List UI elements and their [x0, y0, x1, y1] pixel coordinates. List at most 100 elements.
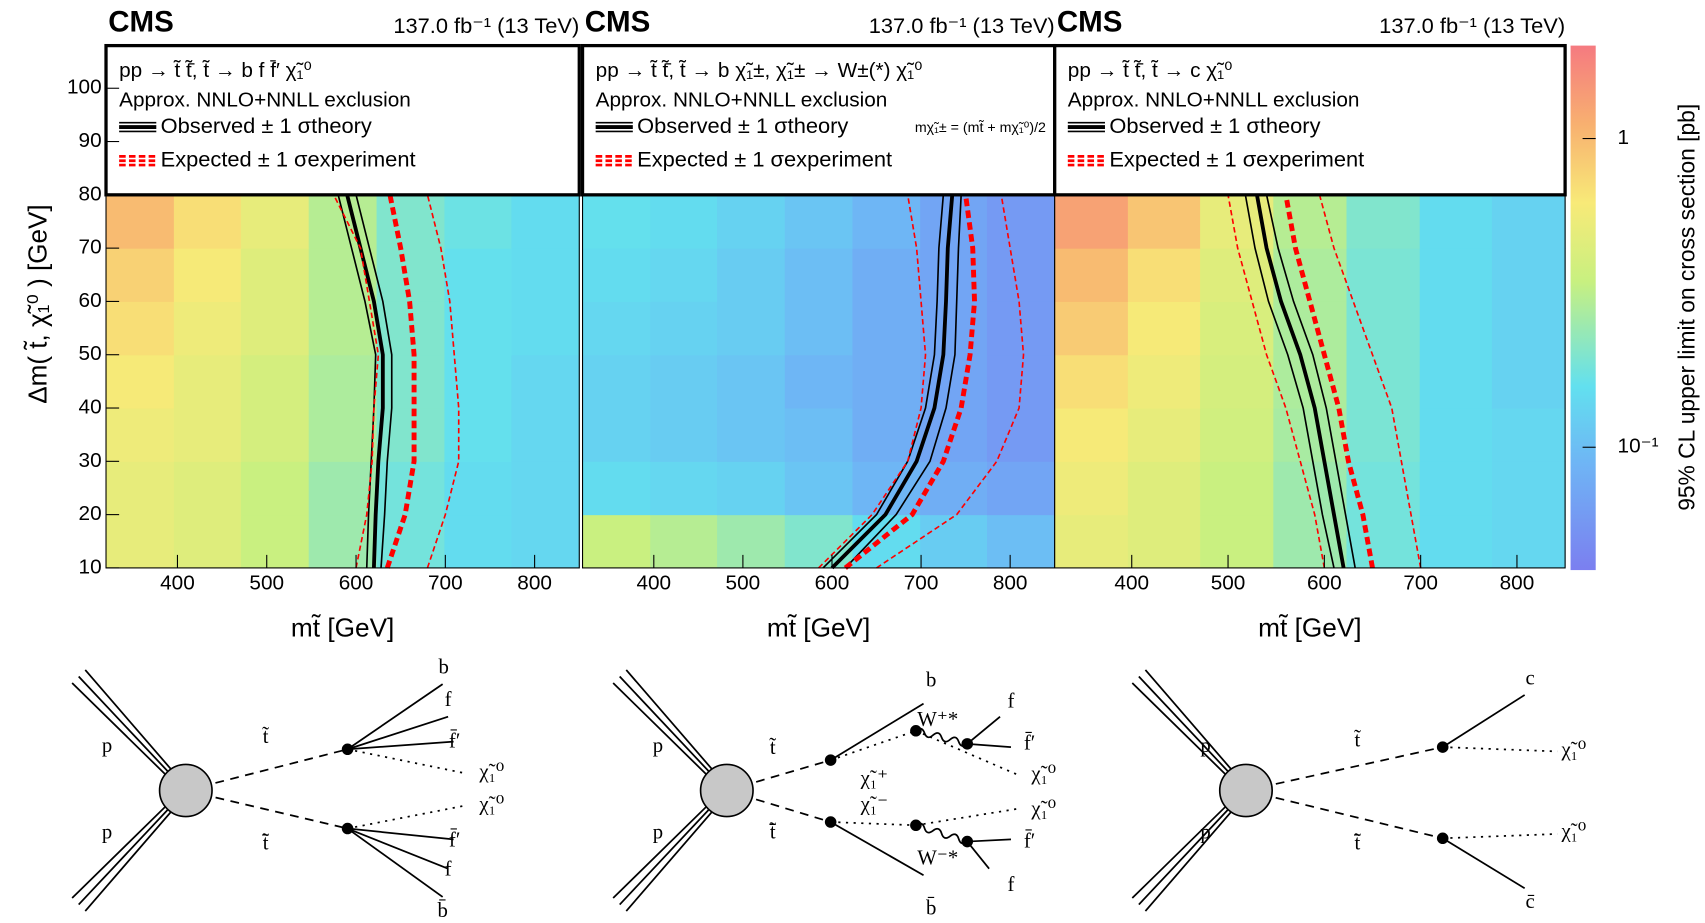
x-tick-label: 800: [1500, 572, 1535, 595]
heat-cell: [1200, 514, 1274, 569]
heat-cell: [1054, 248, 1129, 302]
heat-cell: [920, 301, 988, 356]
diagram-label: p: [653, 735, 663, 757]
heat-cell: [511, 194, 580, 249]
y-axis-label: Δm( t̃, χ̃₁⁰ ) [GeV]: [22, 204, 52, 403]
feynman-diagram-1: [612, 669, 1017, 912]
feynman-line: [185, 789, 348, 830]
feynman-line: [347, 748, 465, 774]
heat-cell: [1200, 354, 1274, 409]
y-tick-label: 80: [79, 182, 102, 205]
blob: [1218, 763, 1274, 818]
vertex: [910, 819, 922, 832]
contour-line: [818, 194, 927, 569]
heat-cell: [376, 514, 445, 569]
feynman-line: [966, 841, 990, 870]
contour-line: [844, 194, 962, 569]
heat-cell: [650, 461, 718, 516]
heat-cell: [1054, 194, 1129, 249]
panel-title: CMS: [108, 6, 174, 39]
heat-cell: [650, 248, 718, 302]
heat-cell: [582, 354, 651, 409]
x-tick-label: 500: [249, 572, 284, 595]
heat-cell: [986, 248, 1056, 302]
heat-cell: [717, 514, 786, 569]
colorbar-tick-label: 1: [1618, 126, 1630, 149]
heat-cell: [582, 408, 651, 462]
heat-cell: [511, 354, 580, 409]
heat-cell: [1346, 514, 1421, 569]
heat-cell: [784, 301, 854, 356]
diagram-label: c: [1526, 668, 1535, 690]
heat-cell: [1127, 408, 1201, 462]
heat-cell: [986, 408, 1056, 462]
lumi-label: 137.0 fb⁻¹ (13 TeV): [1379, 13, 1565, 38]
contour-line: [1283, 194, 1375, 569]
vertex: [1436, 741, 1449, 753]
feynman-line: [967, 742, 1012, 748]
heat-cell: [582, 514, 651, 569]
heat-cell: [986, 514, 1056, 569]
feynman-line: [347, 683, 444, 750]
diagram-label: χ̃₁⁰: [1560, 821, 1586, 843]
diagram-label: f: [1008, 874, 1015, 896]
diagram-label: t̃̄: [769, 822, 777, 844]
heat-cell: [1054, 461, 1129, 516]
legend-box: [104, 43, 581, 197]
heat-cell: [650, 514, 718, 569]
y-tick-label: 40: [79, 396, 102, 419]
x-tick-label: 800: [517, 572, 552, 595]
heat-cell: [1054, 514, 1129, 569]
diagram-label: f: [445, 689, 452, 711]
vertex: [961, 738, 974, 750]
feynman-line: [830, 821, 916, 827]
heat-cell: [1127, 461, 1201, 516]
feynman-line: [966, 716, 1001, 745]
diagram-label: W⁺*: [917, 709, 958, 731]
contour-line: [355, 194, 393, 568]
feynman-line: [347, 804, 465, 830]
diagram-label: f̄′: [449, 730, 460, 753]
x-tick-label: 700: [428, 572, 463, 595]
process-label: pp → t̃ t̃̄, t̃ → b f f̄′ χ̃₁⁰: [119, 59, 312, 82]
contour-line: [1255, 194, 1346, 569]
feynman-line: [185, 748, 348, 792]
feynman-line: [1245, 746, 1443, 792]
colorbar-label: 95% CL upper limit on cross section [pb]: [1674, 104, 1700, 511]
heat-cell: [1419, 461, 1493, 516]
heat-cell: [784, 408, 854, 462]
heat-cell: [784, 514, 854, 569]
legend-title: Approx. NNLO+NNLL exclusion: [1068, 88, 1360, 111]
heat-cell: [173, 461, 242, 516]
heat-cell: [1419, 194, 1493, 249]
diagram-label: f̄′: [449, 829, 460, 852]
panel-title: CMS: [1057, 6, 1123, 39]
heat-cell: [106, 354, 175, 409]
heat-cell: [784, 461, 854, 516]
heat-cell: [1127, 514, 1201, 569]
x-axis-label: mt̃ [GeV]: [1258, 613, 1361, 643]
heat-cell: [240, 461, 310, 516]
y-tick-label: 100: [67, 76, 102, 99]
vertex: [341, 743, 354, 756]
diagram-label: f: [445, 859, 452, 881]
blob: [699, 763, 754, 818]
diagram-label: p: [1200, 735, 1210, 757]
y-tick-label: 50: [79, 342, 102, 365]
feynman-line: [830, 702, 924, 761]
heat-cell: [1054, 354, 1129, 409]
heat-cell: [308, 354, 378, 409]
y-tick-label: 90: [79, 129, 102, 152]
heat-cell: [511, 514, 580, 569]
x-tick-label: 400: [1114, 572, 1149, 595]
heat-cell: [308, 301, 378, 356]
heat-cell: [650, 354, 718, 409]
feynman-line: [915, 730, 1017, 776]
heat-cell: [376, 248, 445, 302]
diagram-label: χ̃₁⁻: [860, 794, 888, 816]
legend-label: Observed ± 1 σtheory: [1109, 113, 1320, 138]
heat-cell: [1491, 408, 1566, 462]
diagram-label: c̄: [1526, 891, 1535, 913]
heat-cell: [920, 461, 988, 516]
